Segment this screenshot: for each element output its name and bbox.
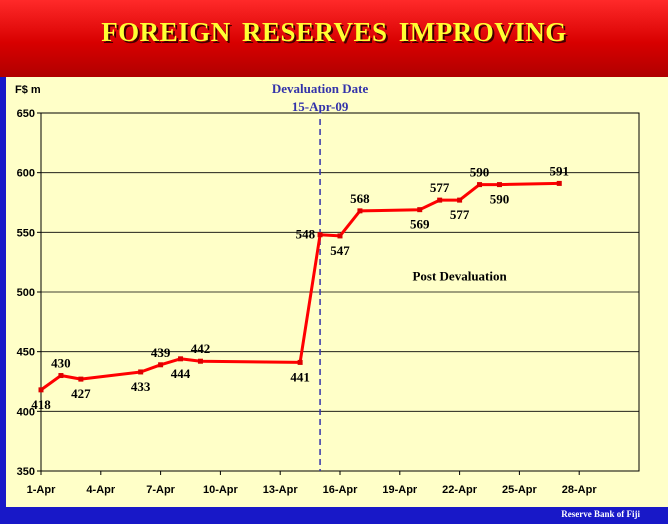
data-point <box>178 356 184 362</box>
y-axis-label: F$ m <box>15 84 41 96</box>
data-label: 590 <box>470 165 490 180</box>
data-label: 442 <box>191 341 211 356</box>
y-tick-label: 400 <box>17 406 35 418</box>
y-tick-label: 650 <box>17 108 35 120</box>
data-label: 433 <box>131 379 151 394</box>
x-tick-label: 19-Apr <box>382 484 418 496</box>
data-point <box>337 233 343 239</box>
data-label: 568 <box>350 191 370 206</box>
data-point <box>78 376 84 382</box>
data-label: 430 <box>51 356 71 371</box>
series-line <box>40 181 560 392</box>
data-point <box>138 369 144 375</box>
y-tick-label: 550 <box>17 227 35 239</box>
data-label: 439 <box>151 345 171 360</box>
data-label: 547 <box>330 243 350 258</box>
x-tick-label: 10-Apr <box>203 484 239 496</box>
x-tick-label: 7-Apr <box>146 484 175 496</box>
data-label: 548 <box>296 227 316 242</box>
data-label: 441 <box>290 369 310 384</box>
data-point <box>158 362 164 368</box>
y-tick-label: 450 <box>17 347 35 359</box>
data-point <box>58 373 64 379</box>
data-point <box>556 180 562 186</box>
data-point <box>496 182 502 188</box>
footer-bar: Reserve Bank of Fiji <box>0 507 668 524</box>
data-label: 569 <box>410 217 430 232</box>
x-tick-label: 1-Apr <box>27 484 56 496</box>
data-label: 577 <box>430 180 450 195</box>
data-label: 418 <box>31 397 51 412</box>
post-devaluation-label: Post Devaluation <box>412 268 507 283</box>
y-tick-label: 600 <box>17 168 35 180</box>
x-tick-label: 22-Apr <box>442 484 478 496</box>
slide-title: FOREIGN RESERVES IMPROVING <box>101 17 567 47</box>
data-label: 591 <box>550 163 570 178</box>
devaluation-date-text: 15-Apr-09 <box>292 99 349 114</box>
data-point <box>297 359 303 365</box>
data-label: 577 <box>450 207 470 222</box>
data-point <box>197 358 203 364</box>
data-point <box>357 208 363 214</box>
reserves-line-chart: 350 400 450 500 550 600 650 F$ m 1-Apr 4-Apr 7-Apr… <box>15 81 640 496</box>
x-tick-label: 25-Apr <box>502 484 538 496</box>
data-point <box>317 232 323 238</box>
y-tick-label: 350 <box>17 466 35 478</box>
data-label: 427 <box>71 386 91 401</box>
footer-credit: Reserve Bank of Fiji <box>561 509 640 519</box>
y-tick-label: 500 <box>17 287 35 299</box>
x-tick-label: 13-Apr <box>263 484 299 496</box>
data-label: 444 <box>171 366 191 381</box>
data-point <box>457 197 463 203</box>
x-tick-label: 4-Apr <box>86 484 115 496</box>
data-label: 590 <box>490 192 510 207</box>
left-accent-bar <box>0 77 6 507</box>
title-banner: FOREIGN RESERVES IMPROVING <box>0 0 668 77</box>
x-tick-label: 28-Apr <box>562 484 598 496</box>
data-point <box>38 387 44 393</box>
data-point <box>477 182 483 188</box>
data-point <box>417 207 423 213</box>
x-tick-label: 16-Apr <box>323 484 359 496</box>
data-point <box>437 197 443 203</box>
devaluation-label: Devaluation Date <box>272 81 369 96</box>
